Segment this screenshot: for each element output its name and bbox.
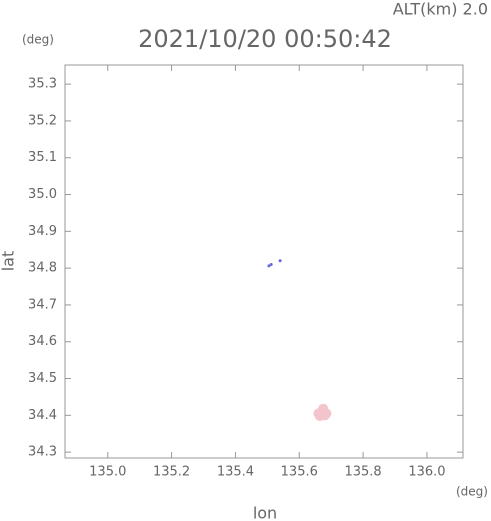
y-tick-label: 35.2 [28, 113, 57, 128]
echo-point [267, 264, 271, 268]
x-tick-label: 135.0 [89, 465, 126, 480]
x-tick-label: 135.8 [344, 465, 381, 480]
x-tick-label: 136.0 [408, 465, 445, 480]
y-unit: (deg) [22, 33, 54, 47]
y-tick-label: 34.8 [28, 261, 57, 276]
y-tick-label: 35.1 [28, 150, 57, 165]
y-tick-label: 34.6 [28, 334, 57, 349]
y-tick-label: 34.9 [28, 224, 57, 239]
echo-point [278, 259, 282, 263]
x-tick-label: 135.2 [153, 465, 190, 480]
x-tick-label: 135.4 [217, 465, 254, 480]
y-tick-label: 34.5 [28, 371, 57, 386]
echo-point [269, 262, 273, 266]
chart-title: 2021/10/20 00:50:42 [138, 25, 392, 53]
x-unit: (deg) [456, 485, 488, 499]
y-axis-label: lat [0, 251, 18, 272]
x-tick-label: 135.6 [281, 465, 318, 480]
y-tick-label: 34.3 [28, 445, 57, 460]
x-axis-label: lon [253, 504, 277, 521]
y-tick-label: 35.3 [28, 77, 57, 92]
y-tick-label: 34.7 [28, 297, 57, 312]
plot-frame [64, 64, 464, 459]
echo-point [319, 410, 330, 421]
y-tick-label: 34.4 [28, 408, 57, 423]
y-tick-label: 35.0 [28, 187, 57, 202]
altitude-note: ALT(km) 2.0 [393, 0, 488, 19]
